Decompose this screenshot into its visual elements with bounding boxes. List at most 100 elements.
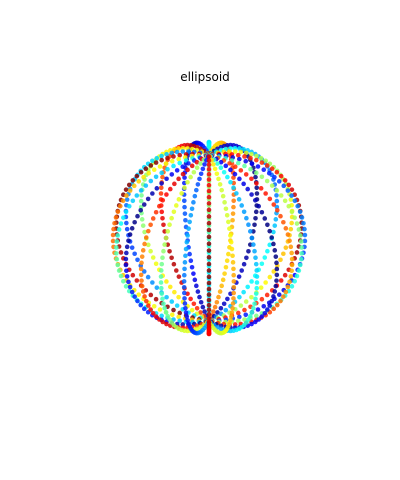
scatter-point bbox=[186, 161, 191, 166]
scatter-point bbox=[153, 209, 159, 215]
scatter-point bbox=[258, 285, 264, 290]
scatter-point bbox=[223, 307, 229, 313]
scatter-point bbox=[176, 314, 181, 320]
scatter-point bbox=[206, 315, 212, 321]
scatter-point bbox=[183, 246, 189, 252]
scatter-point bbox=[188, 296, 193, 302]
scatter-point bbox=[232, 171, 238, 177]
scatter-point bbox=[249, 176, 254, 182]
scatter-point bbox=[259, 314, 265, 319]
scatter-point bbox=[134, 278, 140, 283]
scatter-point bbox=[138, 302, 144, 308]
scatter-point bbox=[123, 187, 129, 192]
scatter-point bbox=[253, 255, 258, 261]
scatter-point bbox=[215, 310, 220, 315]
scatter-point bbox=[126, 279, 131, 285]
scatter-point bbox=[124, 274, 130, 279]
scatter-point bbox=[288, 274, 294, 279]
scatter-point bbox=[202, 162, 207, 167]
scatter-point bbox=[206, 319, 212, 325]
scatter-point bbox=[267, 196, 273, 202]
scatter-point bbox=[273, 217, 279, 222]
scatter-point bbox=[206, 182, 212, 188]
scatter-point bbox=[256, 317, 261, 322]
scatter-point bbox=[124, 226, 130, 232]
scatter-point bbox=[115, 233, 121, 238]
scatter-point bbox=[274, 272, 280, 278]
scatter-point bbox=[294, 221, 300, 226]
scatter-point bbox=[179, 191, 184, 196]
scatter-point bbox=[191, 271, 196, 276]
scatter-point bbox=[198, 171, 204, 177]
scatter-point bbox=[185, 318, 190, 323]
scatter-point bbox=[243, 299, 249, 304]
scatter-point bbox=[164, 176, 169, 182]
scatter-point bbox=[252, 319, 258, 325]
scatter-point bbox=[158, 274, 164, 279]
scatter-point bbox=[282, 198, 288, 204]
scatter-point bbox=[124, 197, 130, 202]
scatter-point bbox=[253, 261, 259, 267]
scatter-point bbox=[139, 278, 144, 283]
scatter-point bbox=[138, 188, 144, 193]
scatter-point bbox=[226, 251, 231, 257]
scatter-point bbox=[181, 279, 187, 284]
scatter-point bbox=[143, 298, 149, 304]
scatter-point bbox=[269, 183, 275, 188]
scatter-point bbox=[121, 215, 126, 220]
scatter-point bbox=[177, 318, 183, 324]
scatter-point bbox=[159, 170, 164, 176]
scatter-point bbox=[266, 170, 272, 176]
scatter-point bbox=[267, 228, 273, 234]
scatter-point bbox=[247, 229, 253, 234]
scatter-point bbox=[242, 154, 247, 159]
scatter-point bbox=[253, 215, 258, 221]
scatter-point bbox=[182, 204, 187, 210]
scatter-points bbox=[110, 139, 308, 337]
scatter-point bbox=[244, 255, 249, 261]
scatter-point bbox=[206, 177, 212, 182]
scatter-point bbox=[158, 185, 164, 191]
scatter-point bbox=[135, 213, 140, 219]
scatter-point bbox=[182, 266, 187, 272]
scatter-point bbox=[200, 166, 206, 172]
scatter-point bbox=[231, 175, 236, 180]
scatter-point bbox=[182, 198, 187, 204]
scatter-point bbox=[127, 232, 133, 237]
scatter-point bbox=[249, 321, 254, 327]
scatter-point bbox=[173, 268, 179, 273]
scatter-point bbox=[269, 235, 275, 240]
scatter-point bbox=[283, 226, 289, 231]
scatter-point bbox=[263, 191, 268, 196]
scatter-point bbox=[148, 178, 154, 184]
scatter-point bbox=[130, 272, 136, 278]
scatter-point bbox=[174, 303, 180, 308]
scatter-point bbox=[127, 188, 133, 193]
scatter-point bbox=[246, 317, 251, 322]
scatter-point bbox=[219, 187, 224, 193]
scatter-point bbox=[150, 255, 156, 260]
scatter-point bbox=[281, 183, 287, 189]
scatter-point bbox=[262, 216, 268, 221]
scatter-point bbox=[172, 289, 177, 295]
scatter-point bbox=[231, 266, 236, 272]
scatter-point bbox=[221, 301, 227, 307]
scatter-point bbox=[251, 305, 256, 311]
scatter-point bbox=[223, 264, 229, 270]
scatter-point bbox=[217, 289, 223, 294]
scatter-point bbox=[252, 197, 258, 203]
scatter-point bbox=[116, 227, 122, 232]
scatter-point bbox=[183, 310, 189, 315]
scatter-point bbox=[216, 294, 221, 300]
scatter-point bbox=[206, 241, 212, 247]
scatter-point bbox=[228, 167, 233, 173]
scatter-point bbox=[206, 158, 212, 163]
scatter-point bbox=[202, 309, 207, 314]
scatter-point bbox=[253, 291, 259, 296]
scatter-point bbox=[206, 167, 212, 172]
scatter-point bbox=[183, 305, 188, 311]
scatter-point bbox=[288, 197, 294, 202]
scatter-point bbox=[118, 221, 124, 226]
scatter-point bbox=[249, 151, 254, 157]
scatter-point bbox=[302, 232, 308, 238]
